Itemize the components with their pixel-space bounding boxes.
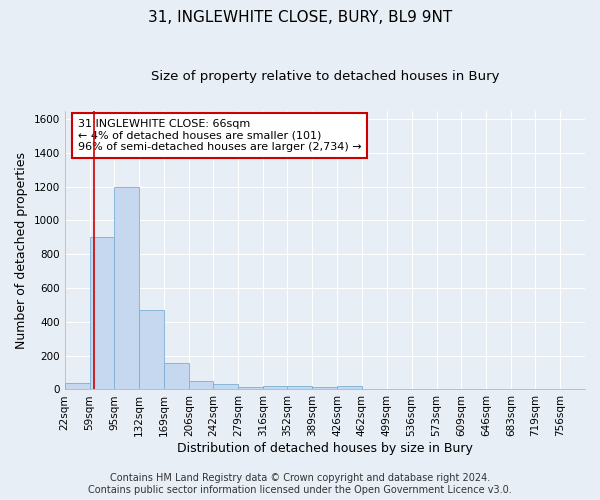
Bar: [362, 388, 386, 390]
Bar: [337, 386, 362, 390]
X-axis label: Distribution of detached houses by size in Bury: Distribution of detached houses by size …: [177, 442, 473, 455]
Text: 31, INGLEWHITE CLOSE, BURY, BL9 9NT: 31, INGLEWHITE CLOSE, BURY, BL9 9NT: [148, 10, 452, 25]
Bar: [164, 364, 189, 390]
Text: Contains HM Land Registry data © Crown copyright and database right 2024.
Contai: Contains HM Land Registry data © Crown c…: [88, 474, 512, 495]
Bar: [238, 387, 263, 390]
Text: 31 INGLEWHITE CLOSE: 66sqm
← 4% of detached houses are smaller (101)
96% of semi: 31 INGLEWHITE CLOSE: 66sqm ← 4% of detac…: [77, 119, 361, 152]
Bar: [114, 186, 139, 390]
Bar: [313, 387, 337, 390]
Bar: [263, 386, 287, 390]
Bar: [287, 386, 313, 390]
Bar: [213, 384, 238, 390]
Bar: [139, 310, 164, 390]
Title: Size of property relative to detached houses in Bury: Size of property relative to detached ho…: [151, 70, 499, 83]
Y-axis label: Number of detached properties: Number of detached properties: [15, 152, 28, 348]
Bar: [65, 382, 89, 390]
Bar: [189, 381, 213, 390]
Bar: [89, 238, 114, 390]
